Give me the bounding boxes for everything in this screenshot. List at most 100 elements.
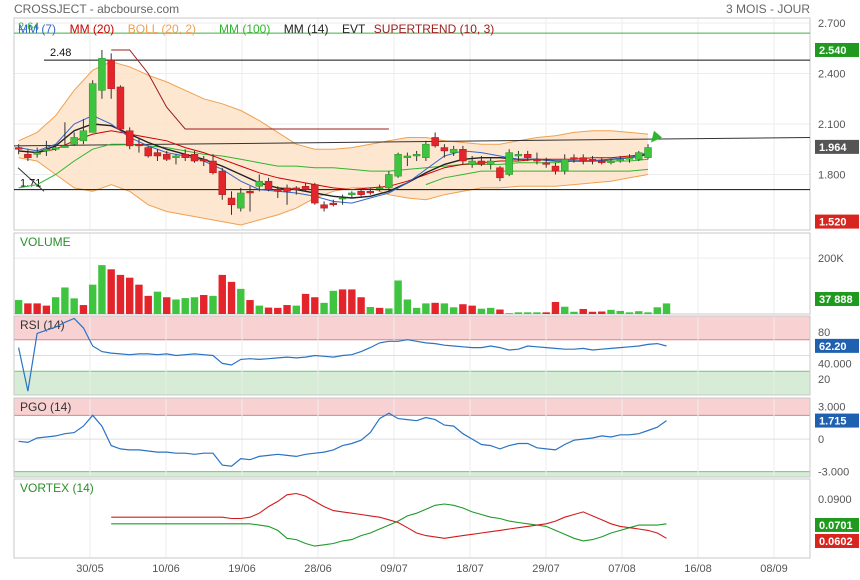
volume-panel-frame	[13, 232, 811, 315]
volume-bar	[125, 277, 134, 314]
candle	[449, 148, 458, 153]
volume-bar	[394, 280, 402, 314]
volume-bar	[14, 300, 23, 314]
rsi-line	[18, 317, 667, 392]
bollinger-upper	[18, 61, 649, 150]
price-tick-label: 2.700	[818, 18, 846, 30]
volume-bar	[412, 307, 421, 314]
volume-bar	[403, 299, 412, 314]
trend-line	[13, 136, 811, 147]
volume-bar	[181, 298, 189, 314]
volume-bar	[635, 311, 643, 314]
candle	[283, 187, 291, 192]
volume-bar	[348, 289, 356, 314]
candle	[385, 174, 393, 189]
chart-title: CROSSJECT - abcbourse.com	[14, 2, 180, 16]
rsi-tick-label: 20	[818, 374, 830, 386]
volume-bar	[357, 297, 365, 314]
volume-bar	[644, 312, 652, 314]
volume-bar	[561, 306, 569, 314]
volume-bar	[311, 297, 319, 314]
volume-bar	[505, 313, 513, 314]
candle	[255, 180, 263, 187]
rsi-title: RSI (14)	[20, 318, 65, 332]
candle	[274, 189, 282, 192]
price-tick-label: 2.400	[818, 69, 846, 81]
volume-bar	[598, 311, 606, 314]
candle	[144, 147, 152, 157]
resistance-label: 2.48	[50, 47, 71, 59]
candle	[514, 154, 523, 157]
volume-bar	[237, 288, 245, 314]
candle	[292, 187, 301, 190]
x-tick-label: 19/06	[228, 563, 256, 575]
candle	[394, 154, 402, 177]
candle	[422, 143, 430, 158]
volume-bar	[172, 299, 180, 314]
trend-line-left	[17, 167, 45, 192]
volume-bar	[542, 312, 550, 314]
legend-item-2: BOLL (20, 2)	[128, 22, 196, 36]
volume-bar	[190, 297, 199, 314]
legend-item-4: MM (14)	[284, 22, 329, 36]
close-price-badge: 1.964	[819, 142, 847, 154]
volume-bar	[61, 287, 69, 314]
x-tick-label: 10/06	[152, 563, 180, 575]
candle	[616, 159, 624, 162]
candle	[486, 160, 495, 165]
period-selector[interactable]: 3 MOIS - JOUR	[725, 2, 810, 16]
candle	[264, 180, 273, 190]
pgo-tick-label: -3.000	[818, 467, 849, 479]
volume-bar	[98, 265, 106, 314]
volume-title: VOLUME	[20, 235, 71, 249]
low-price-badge: 1.520	[819, 217, 847, 229]
candle	[125, 130, 134, 147]
candle	[412, 154, 421, 157]
legend-item-3: MM (100)	[219, 22, 270, 36]
candle	[625, 157, 634, 160]
trend-arrow-icon	[651, 130, 663, 143]
low-price-badge-bg	[815, 214, 859, 229]
volume-bar	[459, 304, 467, 314]
candle	[107, 59, 115, 89]
volume-bar	[422, 303, 430, 314]
price-panel-frame	[13, 17, 811, 231]
supertrend-line	[111, 49, 389, 130]
rsi-tick-label: 40.000	[818, 358, 852, 370]
x-tick-label: 08/09	[760, 563, 788, 575]
candle	[88, 83, 97, 133]
bollinger-band	[18, 61, 649, 226]
vortex-plus-badge: 0.0701	[819, 520, 853, 532]
volume-bar	[523, 312, 532, 314]
candle	[431, 137, 439, 147]
candle	[227, 197, 236, 206]
candle	[357, 191, 365, 195]
candle	[459, 148, 467, 162]
candle	[505, 152, 513, 175]
vortex-minus-line	[111, 492, 667, 539]
candle	[320, 204, 328, 209]
vortex-minus-badge: 0.0602	[819, 536, 853, 548]
volume-bar	[551, 301, 560, 314]
candle	[116, 86, 125, 130]
price-tick-label: 1.800	[818, 169, 846, 181]
candle	[61, 145, 69, 148]
supertrend-support-line	[425, 168, 649, 186]
volume-bar	[468, 305, 476, 314]
candle	[172, 155, 180, 158]
candle	[153, 152, 162, 157]
candle	[348, 192, 356, 195]
volume-bar	[283, 305, 291, 314]
volume-bar	[107, 269, 115, 314]
volume-bar	[274, 307, 282, 314]
volume-bar	[616, 310, 624, 314]
candle	[79, 130, 88, 142]
candle	[98, 58, 106, 91]
volume-bar	[486, 307, 495, 314]
x-tick-label: 29/07	[532, 563, 560, 575]
volume-bar	[33, 303, 41, 314]
volume-bar	[135, 284, 143, 314]
x-tick-label: 07/08	[608, 563, 636, 575]
